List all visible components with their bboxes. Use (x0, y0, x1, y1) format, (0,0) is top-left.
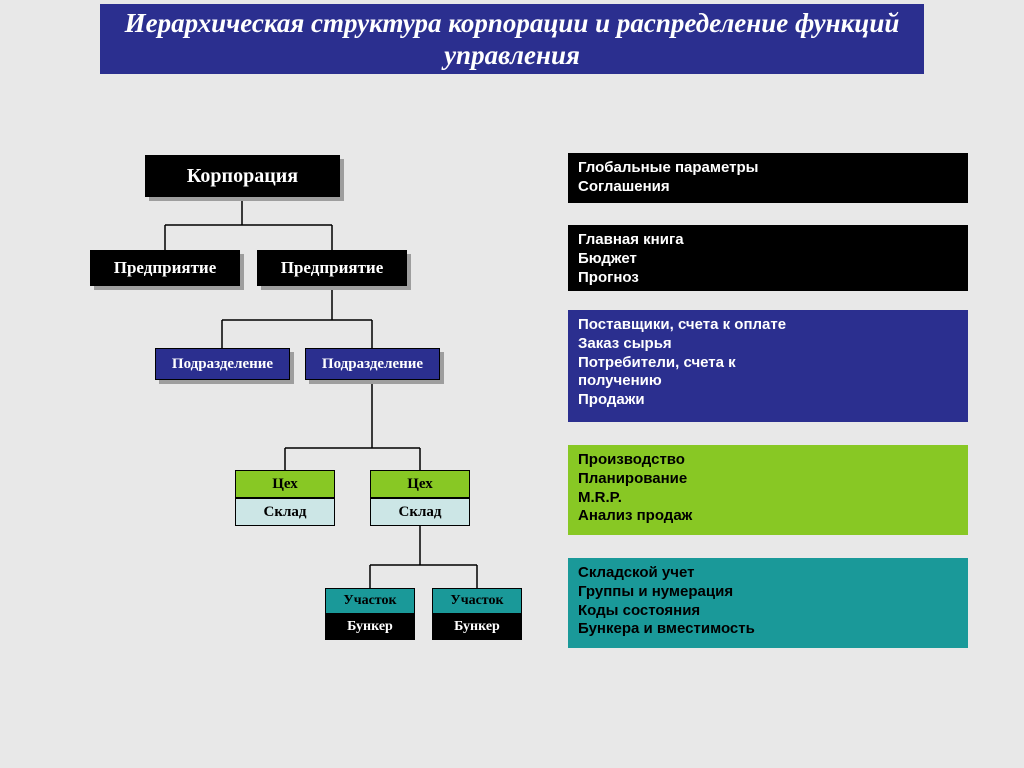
panel-production: Производство Планирование M.R.P. Анализ … (568, 445, 968, 535)
node-section-2-bot: Бункер (432, 614, 522, 640)
node-corporation: Корпорация (145, 155, 340, 197)
node-shop-2-top: Цех (370, 470, 470, 498)
node-section-1-bot: Бункер (325, 614, 415, 640)
node-section-1-top: Участок (325, 588, 415, 614)
node-shop-1-top: Цех (235, 470, 335, 498)
panel-ledger: Главная книга Бюджет Прогноз (568, 225, 968, 291)
node-enterprise-1: Предприятие (90, 250, 240, 286)
node-division-2: Подразделение (305, 348, 440, 380)
panel-warehouse: Складской учет Группы и нумерация Коды с… (568, 558, 968, 648)
node-shop-1-bot: Склад (235, 498, 335, 526)
panel-suppliers: Поставщики, счета к оплате Заказ сырья П… (568, 310, 968, 422)
node-shop-2-bot: Склад (370, 498, 470, 526)
panel-global: Глобальные параметры Соглашения (568, 153, 968, 203)
node-enterprise-2: Предприятие (257, 250, 407, 286)
node-section-2-top: Участок (432, 588, 522, 614)
page-title: Иерархическая структура корпорации и рас… (100, 4, 924, 74)
node-division-1: Подразделение (155, 348, 290, 380)
